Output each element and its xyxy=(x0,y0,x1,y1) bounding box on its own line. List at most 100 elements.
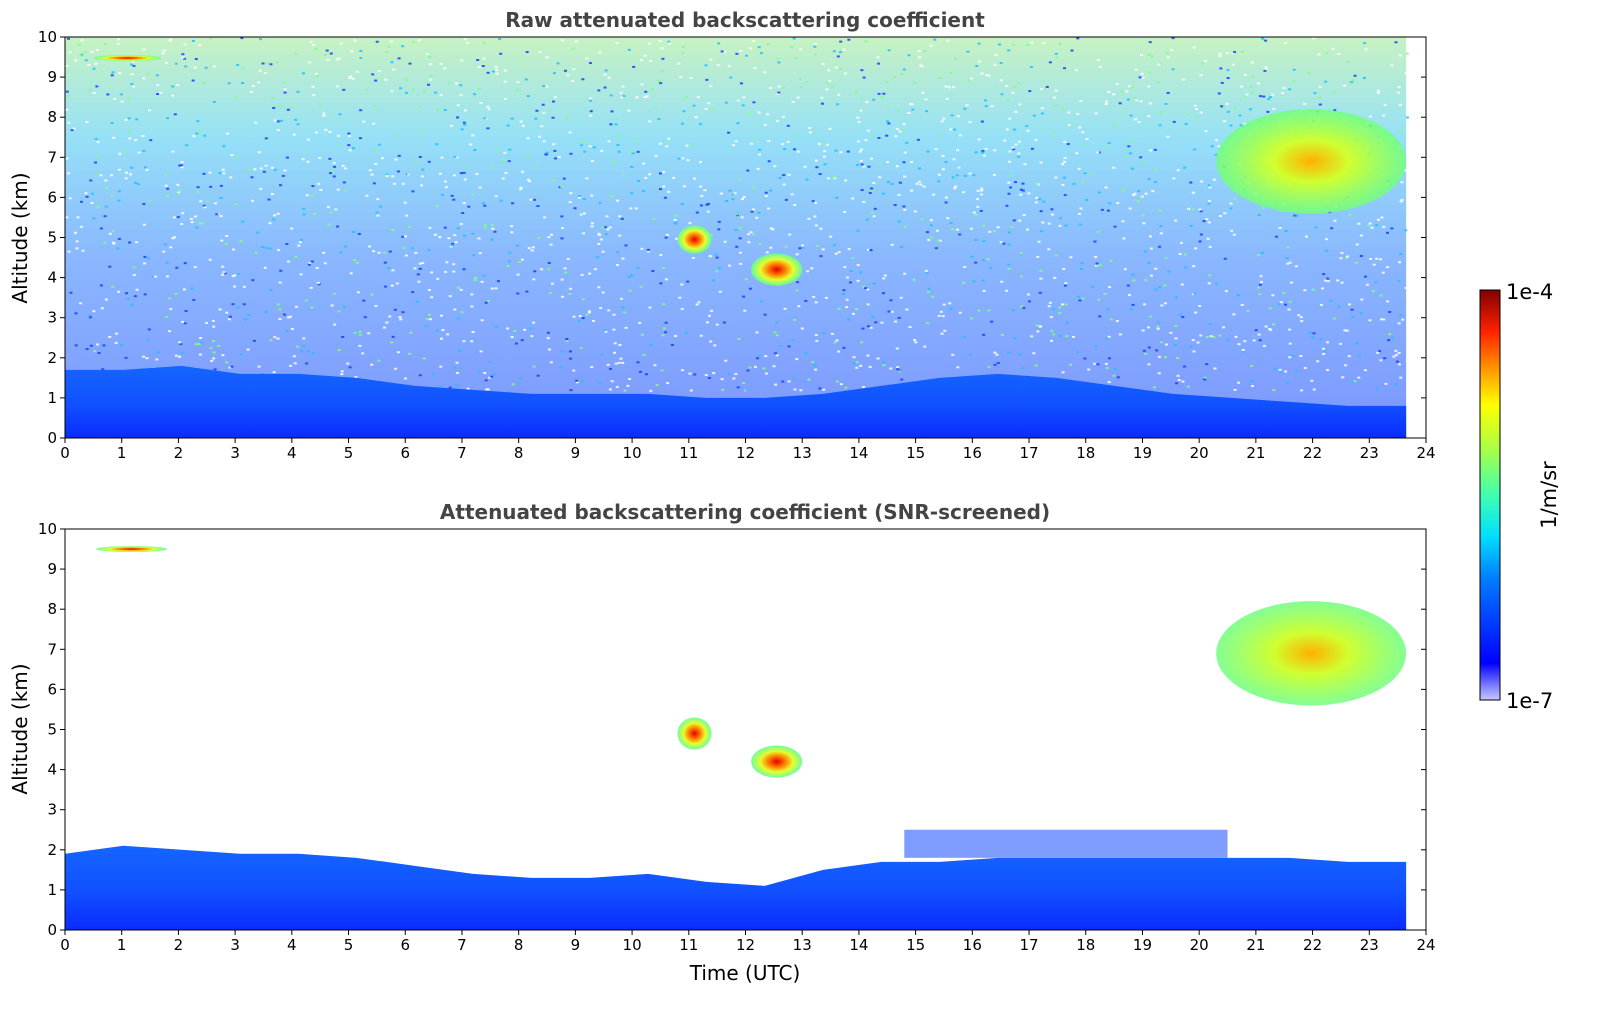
noise-dot xyxy=(658,142,662,145)
noise-dot xyxy=(1169,331,1173,334)
noise-dot xyxy=(605,215,609,218)
noise-dot xyxy=(597,286,601,289)
noise-dot xyxy=(439,62,443,65)
noise-dot xyxy=(222,172,226,175)
noise-dot xyxy=(855,163,859,166)
noise-dot xyxy=(526,178,530,181)
noise-dot xyxy=(557,155,561,158)
noise-dot xyxy=(808,131,812,134)
noise-dot xyxy=(709,340,713,343)
noise-dot xyxy=(1153,148,1157,151)
noise-dot xyxy=(887,49,891,52)
noise-dot xyxy=(1019,188,1023,191)
noise-dot xyxy=(1251,385,1255,388)
noise-dot xyxy=(734,373,738,376)
noise-dot xyxy=(872,181,876,184)
noise-dot xyxy=(589,114,593,117)
noise-dot xyxy=(667,190,671,193)
noise-dot xyxy=(1284,303,1288,306)
noise-dot xyxy=(483,224,487,227)
noise-dot xyxy=(1157,355,1161,358)
noise-dot xyxy=(287,316,291,319)
cloud xyxy=(751,253,803,286)
noise-dot xyxy=(1200,62,1204,65)
noise-dot xyxy=(911,108,915,111)
noise-dot xyxy=(866,325,870,328)
noise-dot xyxy=(526,155,530,158)
noise-dot xyxy=(908,325,912,328)
noise-dot xyxy=(542,85,546,88)
noise-dot xyxy=(532,321,536,324)
noise-dot xyxy=(130,63,134,66)
noise-dot xyxy=(572,68,576,71)
noise-dot xyxy=(1067,111,1071,114)
noise-dot xyxy=(1159,232,1163,235)
noise-dot xyxy=(470,340,474,343)
noise-dot xyxy=(996,362,1000,365)
noise-dot xyxy=(736,122,740,125)
noise-dot xyxy=(680,369,684,372)
noise-dot xyxy=(626,384,630,387)
noise-dot xyxy=(935,229,939,232)
noise-dot xyxy=(1376,351,1380,354)
noise-dot xyxy=(332,292,336,295)
noise-dot xyxy=(1150,55,1154,58)
x-tick-label: 24 xyxy=(1416,936,1435,954)
noise-dot xyxy=(420,184,424,187)
noise-dot xyxy=(427,288,431,291)
noise-dot xyxy=(692,104,696,107)
noise-dot xyxy=(315,266,319,269)
noise-dot xyxy=(898,370,902,373)
noise-dot xyxy=(581,78,585,81)
noise-dot xyxy=(1035,324,1039,327)
noise-dot xyxy=(1331,47,1335,50)
noise-dot xyxy=(198,222,202,225)
noise-dot xyxy=(294,52,298,55)
noise-dot xyxy=(401,45,405,48)
noise-dot xyxy=(378,205,382,208)
noise-dot xyxy=(680,202,684,205)
noise-dot xyxy=(949,128,953,131)
noise-dot xyxy=(1065,321,1069,324)
noise-dot xyxy=(955,174,959,177)
noise-dot xyxy=(473,149,477,152)
noise-dot xyxy=(193,66,197,69)
noise-dot xyxy=(251,85,255,88)
noise-dot xyxy=(357,232,361,235)
noise-dot xyxy=(1019,193,1023,196)
noise-dot xyxy=(1174,324,1178,327)
noise-dot xyxy=(96,141,100,144)
noise-dot xyxy=(521,124,525,127)
noise-dot xyxy=(1009,186,1013,189)
noise-dot xyxy=(362,299,366,302)
noise-dot xyxy=(1232,233,1236,236)
noise-dot xyxy=(859,271,863,274)
noise-dot xyxy=(597,232,601,235)
noise-dot xyxy=(697,301,701,304)
noise-dot xyxy=(940,332,944,335)
noise-dot xyxy=(1174,219,1178,222)
noise-dot xyxy=(444,180,448,183)
noise-dot xyxy=(355,261,359,264)
noise-dot xyxy=(470,293,474,296)
noise-dot xyxy=(941,315,945,318)
noise-dot xyxy=(1182,78,1186,81)
cirrus-cloud xyxy=(1216,109,1407,214)
noise-dot xyxy=(706,210,710,213)
noise-dot xyxy=(660,47,664,50)
noise-dot xyxy=(391,228,395,231)
noise-dot xyxy=(499,199,503,202)
noise-dot xyxy=(1040,230,1044,233)
noise-dot xyxy=(1017,140,1021,143)
noise-dot xyxy=(314,131,318,134)
noise-dot xyxy=(1204,130,1208,133)
noise-dot xyxy=(1267,98,1271,101)
noise-dot xyxy=(198,130,202,133)
noise-dot xyxy=(990,105,994,108)
noise-dot xyxy=(727,131,731,134)
noise-dot xyxy=(1062,267,1066,270)
noise-dot xyxy=(815,166,819,169)
noise-dot xyxy=(559,366,563,369)
noise-dot xyxy=(896,368,900,371)
noise-dot xyxy=(441,329,445,332)
